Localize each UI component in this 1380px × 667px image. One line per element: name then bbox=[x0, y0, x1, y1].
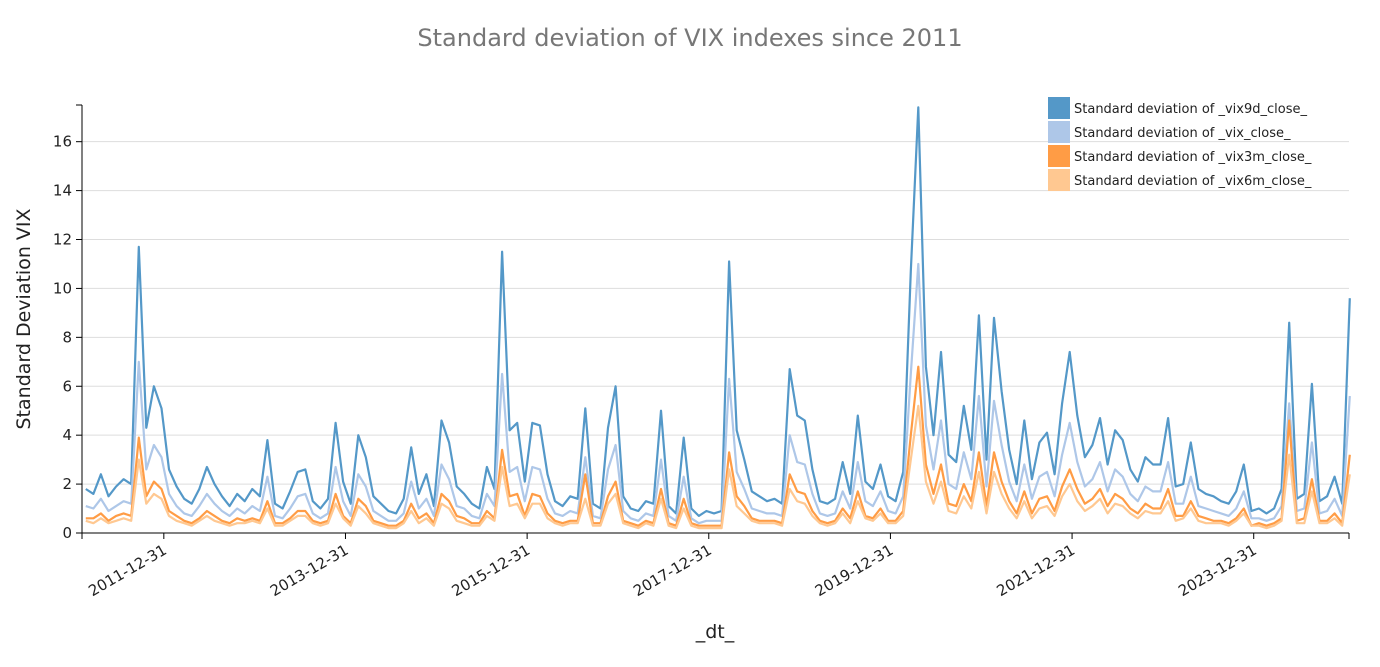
legend-swatch bbox=[1048, 121, 1070, 143]
x-tick-label: 2011-12-31 bbox=[85, 541, 170, 600]
x-tick-label: 2019-12-31 bbox=[812, 541, 897, 600]
gridlines bbox=[82, 141, 1349, 485]
legend-swatch bbox=[1048, 169, 1070, 191]
series-lines bbox=[85, 106, 1351, 530]
y-axis-label: Standard Deviation VIX bbox=[13, 208, 35, 429]
legend: Standard deviation of _vix9d_close_ Stand… bbox=[1048, 97, 1312, 191]
x-tick-label: 2023-12-31 bbox=[1175, 541, 1260, 600]
legend-label: Standard deviation of _vix6m_close_ bbox=[1074, 174, 1312, 189]
y-tick-label: 4 bbox=[62, 426, 72, 444]
y-tick-label: 6 bbox=[62, 377, 72, 395]
legend-swatch bbox=[1048, 145, 1070, 167]
chart-title: Standard deviation of VIX indexes since … bbox=[417, 24, 962, 52]
series-line-2 bbox=[85, 365, 1351, 527]
x-axis-label: _dt_ bbox=[695, 621, 735, 643]
x-tick-label: 2021-12-31 bbox=[994, 541, 1079, 600]
legend-label: Standard deviation of _vix_close_ bbox=[1074, 126, 1291, 141]
legend-label: Standard deviation of _vix3m_close_ bbox=[1074, 150, 1312, 165]
y-tick-label: 10 bbox=[53, 279, 72, 297]
y-tick-label: 14 bbox=[53, 182, 72, 200]
legend-swatch bbox=[1048, 97, 1070, 119]
series-line-1 bbox=[85, 262, 1351, 525]
x-tick-label: 2013-12-31 bbox=[267, 541, 352, 600]
legend-label: Standard deviation of _vix9d_close_ bbox=[1074, 102, 1307, 117]
y-tick-label: 8 bbox=[62, 328, 72, 346]
y-tick-label: 0 bbox=[62, 524, 72, 542]
y-tick-label: 12 bbox=[53, 231, 72, 249]
x-axis: 2011-12-31 2013-12-31 2015-12-31 2017-12-31… bbox=[81, 532, 1350, 600]
y-axis: 0 2 4 6 8 10 12 14 16 bbox=[53, 104, 83, 542]
series-line-0 bbox=[85, 106, 1351, 518]
y-tick-label: 2 bbox=[62, 475, 72, 493]
x-tick-label: 2015-12-31 bbox=[449, 541, 534, 600]
series-line-3 bbox=[85, 404, 1351, 530]
y-tick-label: 16 bbox=[53, 133, 72, 151]
x-tick-label: 2017-12-31 bbox=[630, 541, 715, 600]
